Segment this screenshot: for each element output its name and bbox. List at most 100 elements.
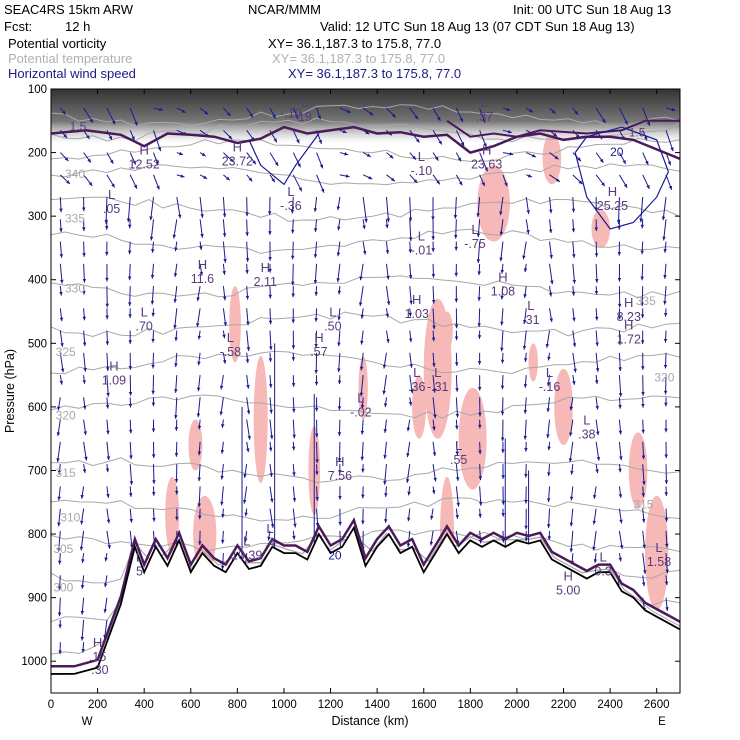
wind-vector-410 — [174, 441, 179, 457]
theta-contour-7 — [51, 311, 680, 338]
wind-head — [106, 392, 110, 397]
wind-head — [151, 390, 155, 395]
theta-contour-0 — [51, 104, 680, 128]
wind-vector-356 — [174, 397, 178, 419]
wind-head — [57, 586, 62, 591]
wind-head — [346, 109, 351, 113]
wind-vector-67 — [362, 152, 372, 158]
extremum-letter: L — [136, 549, 143, 564]
wind-head — [383, 455, 387, 459]
wind-head — [663, 390, 668, 395]
wind-head — [80, 584, 85, 589]
wind-head — [267, 211, 272, 215]
wind-vector-184 — [572, 241, 576, 258]
wind-head — [84, 456, 88, 461]
wind-head — [478, 514, 482, 518]
wind-head — [383, 429, 388, 433]
wind-head — [313, 254, 318, 258]
wind-vector-550 — [57, 575, 62, 591]
wind-vector-397 — [500, 419, 505, 442]
wind-head — [455, 425, 459, 430]
wind-vector-267 — [617, 308, 622, 320]
wind-head — [244, 538, 248, 543]
wind-vector-242 — [663, 286, 667, 305]
wind-head — [545, 343, 550, 348]
wind-vector-207 — [477, 263, 481, 276]
wind-vector-464 — [175, 486, 179, 495]
wind-vector-186 — [617, 241, 622, 256]
wind-head — [547, 536, 552, 540]
wind-vector-10 — [292, 107, 299, 120]
wind-head — [665, 543, 669, 548]
extremum-25: L-.31 — [427, 365, 449, 394]
wind-head — [292, 535, 296, 540]
model-title: SEAC4RS 15km ARW — [4, 2, 134, 17]
theta-label-10: 320 — [654, 370, 674, 384]
wind-vector-262 — [500, 308, 504, 326]
wind-head — [550, 280, 554, 285]
x-tick-label-2: 400 — [135, 699, 154, 711]
wind-vector-360 — [269, 397, 273, 414]
wind-head — [523, 409, 528, 414]
wind-vector-428 — [595, 441, 601, 461]
wind-vector-166 — [151, 241, 155, 253]
wind-head — [199, 246, 203, 251]
wind-vector-101 — [526, 174, 533, 178]
wind-head — [342, 129, 347, 134]
extremum-12: H11.6 — [191, 257, 214, 286]
wind-head — [386, 301, 391, 306]
wind-vector-142 — [222, 219, 227, 238]
wind-head — [56, 458, 60, 462]
wind-head — [298, 187, 302, 192]
wind-vector-193 — [150, 263, 155, 279]
wind-head — [252, 160, 256, 165]
shade-patch-11 — [165, 476, 180, 554]
wind-head — [476, 259, 481, 263]
wind-head — [386, 218, 390, 223]
wind-head — [129, 481, 134, 485]
wind-head — [337, 380, 342, 385]
wind-head — [268, 447, 273, 452]
wind-vector-487 — [80, 508, 85, 525]
wind-head — [222, 359, 227, 364]
wind-head — [103, 609, 108, 613]
wind-head — [82, 227, 86, 231]
wind-vector-430 — [641, 441, 646, 460]
wind-head — [151, 312, 155, 317]
wind-vector-2 — [106, 107, 116, 125]
wind-vector-146 — [313, 219, 318, 232]
wind-vector-96 — [409, 174, 418, 184]
wind-vector-551 — [80, 575, 85, 589]
wind-head — [82, 405, 87, 410]
wind-head — [668, 185, 673, 190]
wind-head — [384, 519, 388, 523]
shade-patch-6 — [412, 375, 427, 439]
wind-head — [546, 408, 550, 413]
wind-vector-315 — [477, 352, 482, 365]
y-axis: 100 200 300 400 500 600 700 800 900 1000 — [21, 84, 680, 668]
wind-vector-244 — [82, 308, 86, 321]
wind-vector-81 — [59, 174, 71, 185]
wind-vector-477 — [478, 486, 483, 506]
wind-vector-274 — [151, 330, 155, 343]
extremum-37: H.15 — [89, 635, 106, 664]
wind-head — [640, 224, 645, 229]
wind-vector-216 — [59, 286, 63, 296]
wind-head — [291, 446, 296, 451]
wind-head — [640, 250, 644, 255]
wind-head — [594, 253, 599, 257]
shade-patch-1 — [542, 133, 562, 185]
extremum-30: H7.56 — [328, 454, 352, 483]
wind-vector-102 — [549, 174, 561, 183]
wind-head — [596, 456, 601, 461]
wind-vector-498 — [338, 508, 342, 526]
shade-patch-0 — [477, 165, 510, 242]
wind-head — [274, 162, 279, 167]
wind-vector-125 — [453, 197, 458, 219]
wind-head — [59, 317, 64, 322]
wind-vector-161 — [662, 219, 667, 241]
wind-head — [246, 321, 250, 326]
wind-head — [128, 302, 132, 307]
wind-head — [569, 496, 574, 501]
wind-head — [501, 501, 506, 505]
